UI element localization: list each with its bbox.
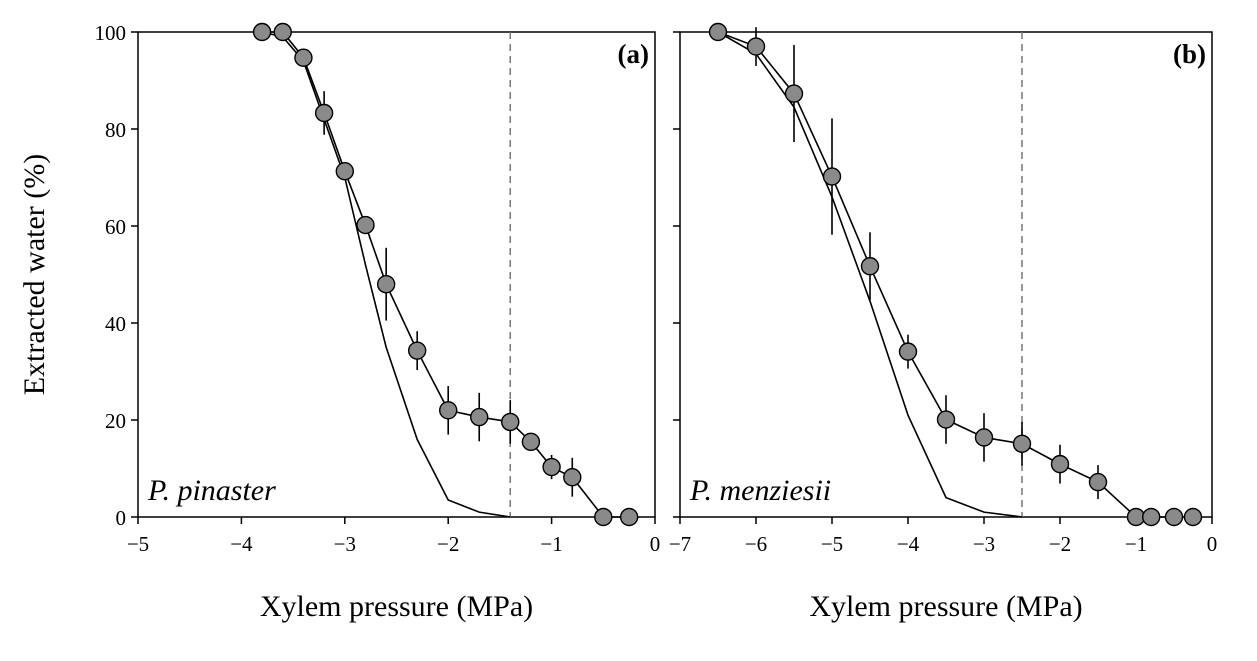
data-point: [521, 432, 541, 452]
x-tick-label: −2: [1049, 532, 1071, 556]
data-point: [376, 275, 396, 294]
data-point: [252, 22, 272, 42]
data-point: [708, 22, 728, 42]
data-point: [542, 457, 561, 477]
x-tick-label: −6: [745, 532, 767, 556]
y-tick-label: 100: [95, 21, 127, 45]
data-point: [335, 161, 354, 181]
data-point: [407, 341, 427, 360]
x-tick-label: −4: [897, 532, 920, 556]
data-series-line: [717, 31, 1193, 518]
plot-frame: [137, 31, 656, 518]
data-point: [563, 468, 582, 487]
data-point: [1164, 507, 1184, 527]
x-tick-label: −2: [437, 532, 459, 556]
data-series-line: [262, 31, 630, 518]
y-tick-label: 0: [116, 506, 127, 530]
data-point: [356, 215, 375, 235]
plot-frame: [679, 31, 1213, 518]
x-tick-label: 0: [650, 532, 661, 556]
x-tick-label: −1: [540, 532, 562, 556]
x-tick-label: 0: [1207, 532, 1218, 556]
data-point: [746, 37, 766, 56]
data-point: [860, 257, 880, 276]
data-point: [470, 407, 489, 427]
data-point: [1012, 434, 1032, 453]
data-point: [936, 410, 956, 429]
data-point: [501, 412, 520, 432]
data-point: [1141, 507, 1161, 527]
species-label: P. menziesii: [689, 474, 831, 507]
data-point: [1050, 454, 1070, 474]
x-axis-label: Xylem pressure (MPa): [809, 590, 1082, 623]
y-tick-label: 40: [105, 312, 126, 336]
data-point: [974, 428, 994, 447]
x-tick-label: −3: [973, 532, 995, 556]
data-point: [294, 48, 313, 67]
x-tick-label: −5: [821, 532, 843, 556]
x-tick-label: −1: [1125, 532, 1147, 556]
y-tick-label: 80: [105, 118, 126, 142]
y-axis-label: Extracted water (%): [18, 154, 51, 396]
panel-b: −7 −6 −5 −4 −3 −2 −1 0 (b) P. menziesii Xylem pres…: [669, 22, 1218, 623]
panel-label: (a): [618, 39, 649, 69]
data-point: [784, 84, 804, 103]
data-point: [594, 507, 613, 527]
data-point: [439, 401, 458, 420]
species-label: P. pinaster: [147, 474, 276, 507]
data-point: [822, 167, 842, 186]
data-point: [1126, 507, 1146, 527]
data-point: [273, 22, 292, 42]
x-tick-label: −5: [127, 532, 149, 556]
data-point: [898, 342, 918, 361]
fit-curve-line: [717, 31, 1023, 518]
panel-a: −5 −4 −3 −2 −1 0 0 20 40 60 80 100 (a) P. pinaster Xyl…: [18, 21, 660, 623]
panel-label: (b): [1173, 39, 1206, 69]
x-tick-label: −7: [669, 532, 691, 556]
x-tick-label: −3: [334, 532, 356, 556]
x-axis-label: Xylem pressure (MPa): [260, 590, 533, 623]
data-point: [314, 103, 334, 123]
x-tick-label: −4: [230, 532, 253, 556]
y-tick-label: 60: [105, 215, 126, 239]
y-tick-label: 20: [105, 409, 126, 433]
data-point: [1183, 507, 1203, 527]
data-point: [1088, 472, 1108, 492]
data-point: [619, 507, 639, 527]
